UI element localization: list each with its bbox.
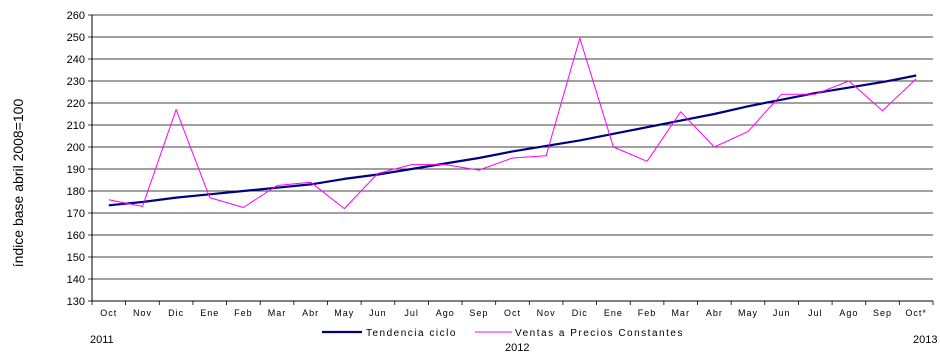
x-tick-label: Mar <box>268 308 287 318</box>
y-tick-label: 220 <box>67 98 85 110</box>
x-tick-label: Oct* <box>905 308 927 318</box>
y-tick-label: 230 <box>67 76 85 88</box>
legend-label-ventas: Ventas a Precios Constantes <box>515 328 684 339</box>
series-line-ventas <box>108 37 917 210</box>
y-tick-label: 150 <box>67 252 85 264</box>
y-tick-label: 200 <box>67 142 85 154</box>
year-label-end: 2013 <box>913 334 937 346</box>
x-tick-label: May <box>738 308 758 318</box>
x-tick-label: Jul <box>404 308 419 318</box>
x-tick-label: May <box>334 308 354 318</box>
x-tick-label: Ene <box>200 308 219 318</box>
y-tick-label: 250 <box>67 32 85 44</box>
x-tick-label: Feb <box>234 308 253 318</box>
x-tick-label: Mar <box>671 308 690 318</box>
y-axis-ticks: 130 140 150 160 170 180 190 200 210 220 230 240 250 2… <box>67 10 92 308</box>
x-tick-label: Ene <box>604 308 623 318</box>
x-tick-label: Dic <box>168 308 184 318</box>
x-axis-ticks: Oct Nov Dic Ene Feb Mar Abr May Jun Jul Ago Sep Oct N… <box>91 301 934 318</box>
y-tick-label: 210 <box>67 120 85 132</box>
x-tick-label: Ago <box>839 308 858 318</box>
y-axis-label: índice base abril 2008=100 <box>10 99 26 268</box>
y-tick-label: 130 <box>67 296 85 308</box>
legend: Tendencia ciclo Ventas a Precios Constan… <box>322 328 684 339</box>
x-tick-label: Abr <box>706 308 723 318</box>
y-tick-label: 240 <box>67 54 85 66</box>
series-lines <box>108 37 917 210</box>
x-tick-label: Sep <box>873 308 892 318</box>
x-tick-label: Dic <box>572 308 588 318</box>
x-tick-label: Nov <box>537 308 556 318</box>
x-tick-label: Oct <box>504 308 521 318</box>
y-tick-label: 180 <box>67 186 85 198</box>
x-tick-label: Sep <box>469 308 488 318</box>
year-label-start: 2011 <box>90 334 114 346</box>
y-tick-label: 260 <box>67 10 85 22</box>
x-tick-label: Nov <box>133 308 152 318</box>
x-tick-label: Jun <box>369 308 387 318</box>
x-tick-label: Abr <box>302 308 319 318</box>
x-tick-label: Ago <box>436 308 455 318</box>
y-tick-label: 160 <box>67 230 85 242</box>
x-tick-label: Jul <box>808 308 823 318</box>
y-tick-label: 170 <box>67 208 85 220</box>
x-tick-label: Feb <box>638 308 657 318</box>
y-tick-label: 190 <box>67 164 85 176</box>
year-label-middle: 2012 <box>505 342 529 352</box>
x-tick-label: Jun <box>773 308 791 318</box>
series-line-tendencia-ciclo <box>108 74 917 207</box>
x-tick-label: Oct <box>100 308 117 318</box>
y-tick-label: 140 <box>67 274 85 286</box>
legend-label-tendencia: Tendencia ciclo <box>366 328 457 339</box>
